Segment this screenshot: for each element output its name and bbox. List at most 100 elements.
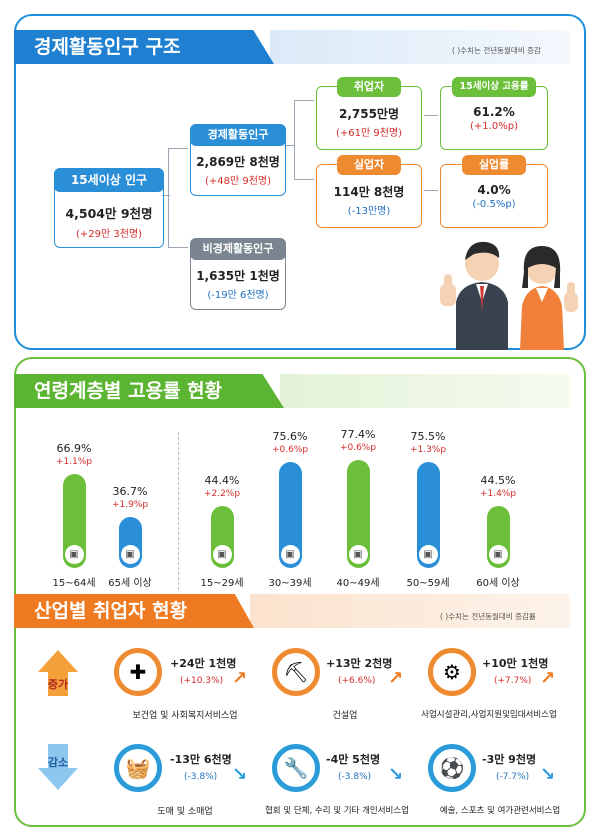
age-value-label: 36.7% [112, 484, 148, 498]
up-arrow-icon: ↗ [232, 668, 248, 689]
industry-change: (+7.7%) [494, 676, 532, 686]
age-bar: ▣ [210, 505, 234, 568]
age-bar: ▣ [346, 459, 370, 568]
down-arrow-icon: ↘ [540, 764, 556, 785]
unemp-rate-value: 4.0% [477, 183, 511, 197]
connector [424, 115, 438, 116]
industry-value: -13만 6천명 [170, 753, 232, 766]
increase-label: 증가 [47, 678, 69, 691]
age-category-label: 15~29세 [200, 578, 244, 589]
industry-name: 도매 및 소매업 [157, 807, 213, 817]
person-card-icon: ▣ [64, 544, 84, 564]
age-change-label: +1.3%p [409, 445, 447, 456]
first-aid-icon: ✚ [114, 648, 162, 696]
inactive-box: 비경제활동인구 1,635만 1천명 (-19만 6천명) [190, 238, 286, 310]
employed-value: 2,755만명 [338, 107, 400, 121]
pop15-change: (+29만 3천명) [75, 229, 143, 240]
employed-label: 취업자 [337, 77, 401, 97]
age-bar: ▣ [416, 462, 440, 568]
chart-divider [178, 432, 179, 590]
industry-change: (-3.8%) [184, 772, 218, 782]
industry-value: +13만 2천명 [326, 657, 393, 670]
section1-title: 경제활동인구 구조 [14, 30, 274, 64]
age-bar: ▣ [486, 505, 510, 568]
up-arrow-icon: ↗ [540, 668, 556, 689]
age-change-label: +1.4%p [479, 488, 517, 499]
tools-people-icon: ⚙ [428, 648, 476, 696]
unemployed-change: (-13만명) [347, 206, 391, 217]
unemployed-label: 실업자 [337, 155, 401, 175]
section3-note: ( )수치는 전년동월대비 증감률 [440, 612, 536, 621]
pop15-value: 4,504만 9천명 [65, 206, 153, 221]
banner-tail [250, 594, 570, 628]
age-category-label: 40~49세 [336, 578, 380, 589]
banner-tail [280, 374, 570, 408]
age-bar: ▣ [62, 474, 86, 568]
age-value-label: 77.4% [340, 427, 376, 441]
repair-icon: 🔧 [272, 744, 320, 792]
decrease-arrow-icon [38, 744, 78, 790]
age-bar: ▣ [118, 516, 142, 568]
person-card-icon: ▣ [212, 544, 232, 564]
shopping-basket-icon: 🧺 [114, 744, 162, 792]
down-arrow-icon: ↘ [232, 764, 248, 785]
active-change: (+48만 9천명) [204, 176, 272, 187]
age-change-label: +1.1%p [55, 457, 93, 468]
emp-rate-label: 15세이상 고용률 [452, 77, 536, 97]
age-category-label: 65세 이상 [108, 578, 152, 589]
industry-value: +10만 1천명 [482, 657, 549, 670]
age-value-label: 44.5% [480, 473, 516, 487]
sports-icon: ⚽ [428, 744, 476, 792]
age-value-label: 75.5% [410, 430, 446, 444]
connector [424, 190, 438, 191]
age-value-label: 75.6% [272, 430, 308, 444]
industry-change: (+10.3%) [180, 676, 224, 686]
age-change-label: +1.9%p [111, 499, 149, 510]
increase-arrow-icon [38, 650, 78, 696]
industry-name: 협회 및 단체, 수리 및 기타 개인서비스업 [264, 806, 410, 816]
age-category-label: 30~39세 [268, 578, 312, 589]
age-category-label: 50~59세 [406, 578, 450, 589]
emp-rate-change: (+1.0%p) [470, 121, 518, 132]
unemp-rate-label: 실업률 [462, 155, 526, 175]
connector [168, 148, 188, 248]
age-change-label: +0.6%p [339, 442, 377, 453]
banner-tail [270, 30, 570, 64]
inactive-change: (-19만 6천명) [207, 290, 269, 301]
person-card-icon: ▣ [488, 544, 508, 564]
employed-box: 취업자 2,755만명 (+61만 9천명) [316, 77, 422, 150]
connector [284, 145, 294, 146]
industry-name: 사업시설관리,사업지원및임대서비스업 [421, 710, 557, 720]
active-label: 경제활동인구 [190, 124, 286, 146]
unemp-rate-change: (-0.5%p) [472, 199, 516, 210]
emp-rate-value: 61.2% [473, 105, 515, 119]
inactive-label: 비경제활동인구 [190, 238, 286, 260]
connector [294, 100, 314, 180]
industry-change: (+6.6%) [338, 676, 376, 686]
age-category-label: 15~64세 [52, 578, 96, 589]
age-change-label: +0.6%p [271, 445, 309, 456]
unemployed-box: 실업자 114만 8천명 (-13만명) [316, 155, 422, 228]
active-value: 2,869만 8천명 [196, 155, 280, 169]
industry-name: 보건업 및 사회복지서비스업 [132, 711, 238, 721]
age-change-label: +2.2%p [203, 488, 241, 499]
pop15-label: 15세이상 인구 [54, 168, 164, 192]
person-card-icon: ▣ [418, 544, 438, 564]
age-value-label: 66.9% [56, 442, 92, 456]
emp-rate-box: 15세이상 고용률 61.2% (+1.0%p) [440, 77, 548, 150]
industry-value: -3만 9천명 [482, 753, 537, 766]
down-arrow-icon: ↘ [388, 764, 404, 785]
age-value-label: 44.4% [204, 473, 240, 487]
unemp-rate-box: 실업률 4.0% (-0.5%p) [440, 155, 548, 228]
connector [162, 195, 170, 196]
excavator-icon: ⛏ [272, 648, 320, 696]
pop15-box: 15세이상 인구 4,504만 9천명 (+29만 3천명) [54, 168, 164, 248]
industry-change: (-3.8%) [338, 772, 372, 782]
industry-name: 건설업 [332, 711, 358, 721]
person-card-icon: ▣ [120, 544, 140, 564]
industry-change: (-7.7%) [496, 772, 530, 782]
section3-title: 산업별 취업자 현황 [14, 594, 254, 628]
up-arrow-icon: ↗ [388, 668, 404, 689]
section1-note: ( )수치는 전년동월대비 증감 [452, 46, 541, 55]
industry-name: 예술, 스포츠 및 여가관련서비스업 [439, 806, 561, 816]
